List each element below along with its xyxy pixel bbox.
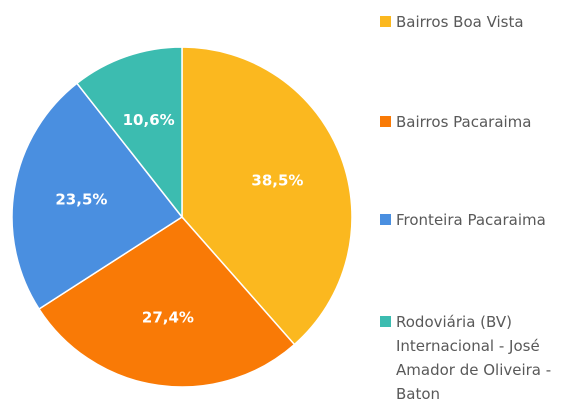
legend-label: Fronteira Pacaraima [396, 211, 546, 229]
legend-item: Bairros Boa Vista [380, 10, 574, 34]
legend-swatch [380, 16, 391, 27]
legend-item: Rodoviária (BV) Internacional - José Ama… [380, 310, 574, 406]
legend-label: Bairros Boa Vista [396, 13, 524, 31]
legend-item: Fronteira Pacaraima [380, 208, 574, 232]
legend-swatch [380, 316, 391, 327]
legend-label: Bairros Pacaraima [396, 113, 532, 131]
pie-slice [181, 46, 353, 346]
data-label: 10,6% [123, 111, 175, 129]
data-label: 27,4% [142, 309, 194, 327]
legend-swatch [380, 214, 391, 225]
data-label: 23,5% [55, 191, 107, 209]
pie-slice [38, 216, 296, 388]
data-label: 38,5% [251, 171, 303, 189]
chart: 38,5% 27,4% 23,5% 10,6% [11, 46, 353, 388]
pie-slice [75, 46, 183, 220]
legend-swatch [380, 116, 391, 127]
legend-label: Rodoviária (BV) Internacional - José Ama… [396, 313, 552, 403]
legend-item: Bairros Pacaraima [380, 110, 574, 134]
pie-slice [11, 82, 184, 311]
